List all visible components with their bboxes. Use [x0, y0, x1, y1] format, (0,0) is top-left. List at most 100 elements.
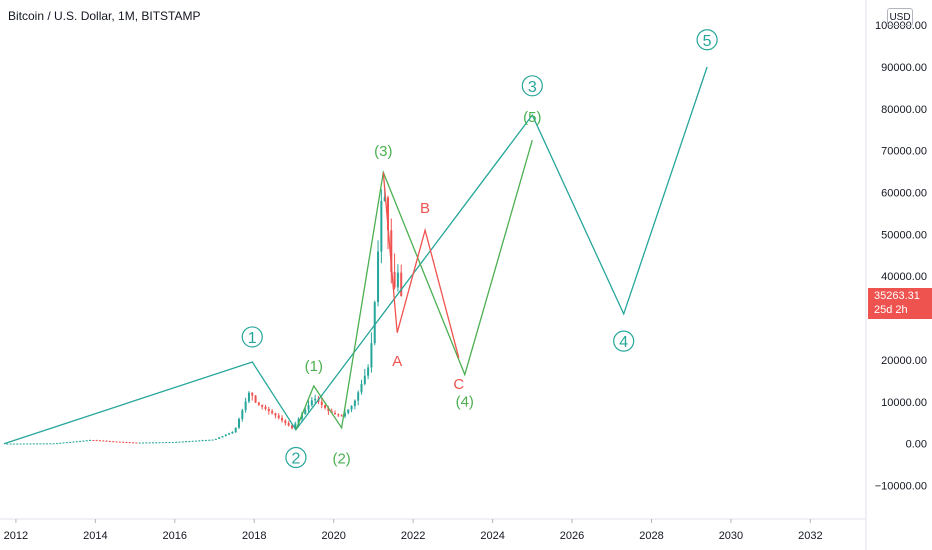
bar-countdown: 25d 2h	[874, 304, 908, 316]
candle-body	[238, 418, 241, 428]
wave-label-correction: B	[420, 200, 430, 217]
candle-body	[178, 441, 181, 443]
time-tick-label: 2020	[321, 530, 345, 542]
candle-body	[244, 401, 247, 411]
wave-labels: 1 2 3 4 5 (1) (2) (3) (4) (5) A B C	[241, 29, 718, 469]
candle-body	[357, 392, 360, 401]
candle-body	[324, 404, 327, 408]
candle-body	[22, 443, 25, 445]
candle-body	[29, 443, 32, 445]
candle-body	[128, 442, 131, 444]
candle-body	[122, 441, 125, 443]
candle-body	[383, 197, 386, 201]
wave-line-correction[interactable]	[382, 172, 460, 359]
candle-body	[353, 400, 356, 406]
candle-body	[19, 443, 22, 445]
wave-label-circle	[613, 330, 635, 352]
candle-body	[214, 438, 217, 440]
candle-body	[247, 392, 250, 402]
candle-body	[32, 443, 35, 445]
candle-body	[98, 440, 101, 442]
candle-body	[264, 406, 267, 409]
candle-body	[55, 443, 58, 445]
wave-label-primary: 5	[703, 33, 712, 50]
wave-line-intermediate[interactable]	[295, 140, 533, 431]
time-tick-label: 2012	[4, 530, 28, 542]
last-price-tag: 35263.31 25d 2h	[868, 288, 932, 319]
time-tick-label: 2014	[83, 530, 107, 542]
currency-button[interactable]: USD	[887, 8, 913, 26]
price-tick-label: 20000.00	[881, 355, 927, 367]
candle-body	[218, 437, 221, 439]
wave-label-circle	[285, 446, 307, 469]
candle-body	[108, 440, 111, 442]
candle-body	[274, 413, 277, 416]
candle-body	[337, 414, 340, 416]
candle-body	[257, 402, 260, 405]
candle-body	[16, 443, 19, 445]
candle-body	[89, 440, 92, 442]
candle-body	[363, 375, 366, 385]
candle-body	[65, 442, 68, 444]
candle-body	[165, 442, 168, 444]
candle-body	[380, 200, 383, 252]
wave-label-primary: 3	[528, 79, 537, 96]
candle-body	[95, 440, 98, 442]
candle-body	[39, 443, 42, 445]
wave-label-primary: 1	[248, 330, 257, 347]
candle-body	[290, 425, 293, 429]
candle-body	[46, 443, 49, 445]
candle-body	[155, 442, 158, 444]
price-axis: 100000.0090000.0080000.0070000.0060000.0…	[875, 20, 927, 492]
candle-body	[36, 443, 39, 445]
candle-body	[148, 442, 151, 444]
symbol-title[interactable]: Bitcoin / U.S. Dollar, 1M, BITSTAMP	[8, 9, 201, 23]
wave-line-primary[interactable]	[3, 66, 708, 445]
candle-body	[105, 440, 108, 442]
candle-body	[208, 439, 211, 441]
candle-body	[307, 405, 310, 410]
candle-body	[204, 440, 207, 442]
candle-body	[85, 440, 88, 442]
time-tick-label: 2026	[560, 530, 584, 542]
candle-body	[241, 410, 244, 419]
candle-body	[254, 395, 257, 403]
candle-body	[386, 197, 389, 231]
candle-body	[49, 443, 52, 445]
candle-body	[42, 443, 45, 445]
candle-body	[115, 441, 118, 443]
candle-body	[175, 441, 178, 443]
candle-body	[224, 434, 227, 437]
candle-body	[102, 440, 105, 442]
candle-body	[393, 272, 396, 288]
price-tick-label: 60000.00	[881, 188, 927, 200]
candle-body	[340, 415, 343, 417]
price-tick-label: 80000.00	[881, 104, 927, 116]
wave-label-intermediate: (4)	[456, 394, 474, 411]
candle-body	[138, 442, 141, 444]
candle-body	[304, 409, 307, 415]
price-tick-label: −10000.00	[875, 481, 927, 493]
candle-body	[251, 392, 254, 396]
wave-label-intermediate: (1)	[305, 358, 323, 375]
candle-body	[334, 412, 337, 415]
candle-body	[350, 405, 353, 410]
price-candles	[6, 187, 403, 445]
candle-body	[151, 442, 154, 444]
candle-body	[343, 412, 346, 417]
candle-body	[211, 439, 214, 441]
wave-lines	[3, 66, 708, 445]
candle-body	[221, 436, 224, 438]
candle-body	[284, 420, 287, 424]
candle-body	[12, 443, 15, 445]
candle-body	[287, 423, 290, 426]
time-tick-label: 2030	[719, 530, 743, 542]
candle-body	[231, 431, 234, 434]
time-tick-label: 2018	[242, 530, 266, 542]
candle-body	[367, 367, 370, 376]
last-price: 35263.31	[874, 290, 920, 302]
candle-body	[191, 440, 194, 442]
candle-body	[294, 423, 297, 429]
candle-body	[360, 384, 363, 393]
